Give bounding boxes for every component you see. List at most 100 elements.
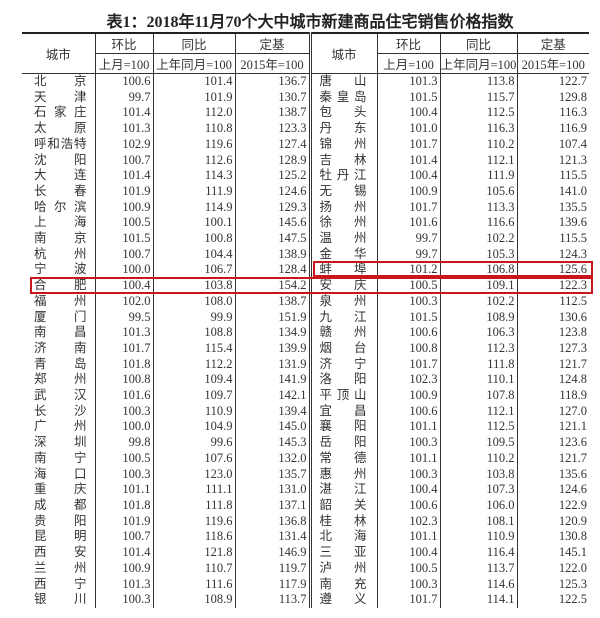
yoy-value: 110.2 — [439, 136, 517, 153]
fixed-value: 125.2 — [234, 168, 310, 184]
fixed-value: 113.7 — [234, 592, 310, 608]
yoy-value: 108.1 — [439, 513, 517, 530]
yoy-value: 111.6 — [152, 576, 235, 593]
city-name: 昆明 — [34, 529, 87, 544]
city-name: 银川 — [34, 592, 87, 607]
fixed-value: 122.0 — [516, 560, 589, 577]
mom-value: 101.8 — [94, 497, 153, 514]
table-row: 福州 102.0 108.0 138.7 泉州 100.3 102.2 112.5 — [22, 293, 589, 310]
yoy-value: 109.4 — [152, 372, 235, 389]
yoy-value: 99.9 — [152, 309, 235, 326]
mom-value: 101.7 — [376, 136, 440, 153]
city-name: 合肥 — [34, 278, 87, 293]
city-name: 吉林 — [308, 152, 377, 169]
yoy-value: 103.8 — [439, 466, 517, 483]
yoy-value: 116.6 — [439, 215, 517, 232]
fixed-value: 138.7 — [234, 105, 310, 122]
table-row: 太原 101.3 110.8 123.3 丹东 101.0 116.3 116.9 — [22, 121, 589, 137]
mom-value: 100.0 — [94, 262, 153, 279]
city-name: 温州 — [308, 231, 377, 247]
fixed-value: 139.6 — [516, 215, 589, 232]
table-row: 成都 101.8 111.8 137.1 韶关 100.6 106.0 122.9 — [22, 497, 589, 514]
header-city: 城市 — [22, 32, 95, 74]
mom-value: 101.5 — [94, 231, 153, 247]
city-name: 宁波 — [34, 262, 87, 277]
table-row: 海口 100.3 123.0 135.7 惠州 100.3 103.8 135.6 — [22, 466, 589, 483]
fixed-value: 129.8 — [516, 89, 589, 106]
table-row: 长沙 100.3 110.9 139.4 宜昌 100.6 112.1 127.0 — [22, 403, 589, 420]
yoy-value: 108.9 — [439, 309, 517, 326]
table-row: 西宁 101.3 111.6 117.9 南充 100.3 114.6 125.3 — [22, 576, 589, 593]
yoy-value: 123.0 — [152, 466, 235, 483]
yoy-value: 102.2 — [439, 231, 517, 247]
fixed-value: 154.2 — [234, 278, 310, 294]
city-name: 韶关 — [308, 497, 377, 514]
mom-value: 101.9 — [94, 183, 153, 200]
city-name: 广州 — [34, 419, 87, 434]
table-row: 广州 100.0 104.9 145.0 襄阳 101.1 112.5 121.1 — [22, 419, 589, 436]
city-name: 惠州 — [308, 466, 377, 483]
mom-value: 101.4 — [376, 152, 440, 169]
city-name: 湛江 — [308, 482, 377, 498]
city-name: 泉州 — [308, 293, 377, 310]
mom-value: 100.6 — [376, 403, 440, 420]
mom-value: 101.1 — [376, 450, 440, 467]
city-name: 牡丹江 — [308, 168, 377, 184]
header-fixed: 定基 — [234, 32, 310, 54]
yoy-value: 112.6 — [152, 152, 235, 169]
mom-value: 100.8 — [94, 372, 153, 389]
city-name: 唐山 — [308, 73, 377, 90]
fixed-value: 116.3 — [516, 105, 589, 122]
fixed-value: 121.7 — [516, 356, 589, 373]
mom-value: 101.4 — [94, 105, 153, 122]
yoy-value: 110.8 — [152, 121, 235, 137]
yoy-value: 116.3 — [439, 121, 517, 137]
city-name: 杭州 — [34, 246, 87, 261]
yoy-value: 112.5 — [439, 105, 517, 122]
mom-value: 101.9 — [94, 513, 153, 530]
yoy-value: 113.8 — [439, 73, 517, 90]
fixed-value: 145.0 — [234, 419, 310, 436]
fixed-value: 141.0 — [516, 183, 589, 200]
yoy-value: 106.0 — [439, 497, 517, 514]
mom-value: 101.2 — [376, 262, 440, 279]
yoy-value: 113.3 — [439, 199, 517, 216]
fixed-value: 115.5 — [516, 168, 589, 184]
table-row: 哈尔滨 100.9 114.9 129.3 扬州 101.7 113.3 135.5 — [22, 199, 589, 216]
table-row: 天津 99.7 101.9 130.7 秦皇岛 101.5 115.7 129.8 — [22, 89, 589, 106]
city-name: 贵阳 — [34, 513, 87, 528]
mom-value: 100.6 — [376, 497, 440, 514]
mom-value: 100.4 — [376, 105, 440, 122]
mom-value: 101.5 — [376, 89, 440, 106]
fixed-value: 139.4 — [234, 403, 310, 420]
city-name: 无锡 — [308, 183, 377, 200]
fixed-value: 119.7 — [234, 560, 310, 577]
yoy-value: 100.8 — [152, 231, 235, 247]
fixed-value: 128.4 — [234, 262, 310, 279]
mom-value: 100.9 — [376, 183, 440, 200]
yoy-value: 114.1 — [439, 592, 517, 608]
fixed-value: 135.7 — [234, 466, 310, 483]
mom-value: 101.7 — [376, 356, 440, 373]
fixed-value: 129.3 — [234, 199, 310, 216]
mom-value: 100.5 — [94, 450, 153, 467]
mom-value: 101.3 — [376, 73, 440, 90]
yoy-value: 105.3 — [439, 246, 517, 263]
header-mom: 环比 — [376, 32, 440, 54]
mom-value: 99.7 — [94, 89, 153, 106]
mom-value: 101.8 — [94, 356, 153, 373]
city-name: 福州 — [34, 293, 87, 308]
mom-value: 101.3 — [94, 576, 153, 593]
mom-value: 100.7 — [94, 152, 153, 169]
fixed-value: 147.5 — [234, 231, 310, 247]
table-body: 北京 100.6 101.4 136.7 唐山 101.3 113.8 122.7 天津 99.7… — [22, 73, 589, 608]
city-name: 北海 — [308, 529, 377, 546]
mom-value: 100.7 — [94, 529, 153, 546]
yoy-value: 108.8 — [152, 325, 235, 341]
header-mom: 环比 — [94, 32, 153, 54]
mom-value: 99.8 — [94, 435, 153, 451]
city-name: 南宁 — [34, 450, 87, 465]
city-name: 青岛 — [34, 356, 87, 371]
table-row: 重庆 101.1 111.1 131.0 湛江 100.4 107.3 124.6 — [22, 482, 589, 498]
fixed-value: 124.3 — [516, 246, 589, 263]
